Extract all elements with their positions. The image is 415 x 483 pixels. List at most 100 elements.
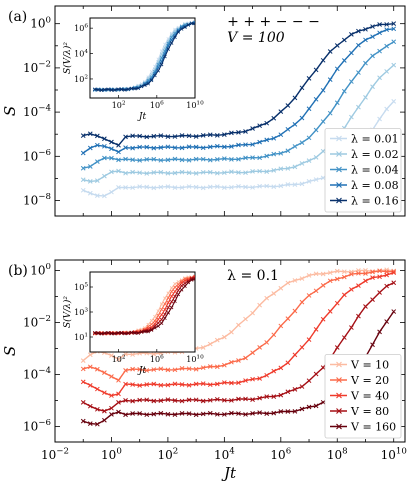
data-point xyxy=(109,146,114,152)
panel-label: (b) xyxy=(8,263,28,279)
data-point xyxy=(200,345,206,350)
data-point xyxy=(109,353,114,358)
data-point xyxy=(236,411,241,416)
inset-data-point xyxy=(156,309,161,313)
data-point xyxy=(222,185,227,190)
y-tick-label: 10−2 xyxy=(23,314,51,329)
data-point xyxy=(151,185,157,191)
data-point xyxy=(292,308,298,314)
inset-data-point xyxy=(123,331,127,336)
inset-x-tick-label: 1010 xyxy=(186,100,204,110)
data-point xyxy=(80,400,86,405)
data-point xyxy=(363,304,368,309)
data-point xyxy=(313,127,319,133)
data-point xyxy=(94,133,100,139)
data-point xyxy=(172,156,178,162)
data-point xyxy=(172,185,178,190)
inset-data-point xyxy=(133,86,137,91)
data-point xyxy=(320,87,326,93)
data-point xyxy=(391,309,397,314)
data-point xyxy=(87,131,93,137)
inset-data-point xyxy=(149,78,154,83)
data-point xyxy=(158,366,164,372)
data-point xyxy=(278,166,284,172)
legend-marker xyxy=(336,408,342,414)
data-point xyxy=(165,367,171,373)
data-point xyxy=(370,34,375,40)
data-point xyxy=(87,364,93,370)
data-point xyxy=(264,183,270,189)
inset-data-point xyxy=(99,88,104,93)
inset-data-point xyxy=(149,318,154,323)
data-point xyxy=(179,366,185,371)
data-point xyxy=(306,135,312,141)
x-tick-label: 100 xyxy=(101,447,122,462)
data-point xyxy=(144,171,150,176)
data-point xyxy=(320,316,326,322)
data-point xyxy=(363,95,368,100)
data-point xyxy=(243,316,248,322)
data-point xyxy=(370,24,375,29)
data-point xyxy=(229,156,234,162)
x-tick-label: 104 xyxy=(214,447,235,462)
data-point xyxy=(102,173,107,179)
data-point xyxy=(123,134,128,140)
data-point xyxy=(207,184,213,190)
inset-data-point xyxy=(189,21,194,26)
data-point xyxy=(327,77,333,82)
y-tick-label: 10−6 xyxy=(23,148,51,163)
data-point xyxy=(214,157,220,162)
legend-label: λ = 0.02 xyxy=(351,148,399,161)
legend-label: λ = 0.01 xyxy=(351,133,399,146)
data-point xyxy=(207,410,213,416)
data-point xyxy=(285,409,291,414)
inset-x-tick-label: 106 xyxy=(150,354,164,364)
data-point xyxy=(87,179,93,184)
data-point xyxy=(80,150,86,156)
data-point xyxy=(179,382,185,387)
data-point xyxy=(250,310,255,316)
inset-x-tick-label: 102 xyxy=(112,354,126,364)
inset-data-point xyxy=(92,87,97,92)
data-point xyxy=(109,169,114,175)
data-point xyxy=(271,410,277,416)
legend-box xyxy=(324,354,402,439)
data-point xyxy=(200,156,206,162)
y-tick-label: 10−6 xyxy=(23,418,51,433)
data-point xyxy=(384,27,390,33)
data-point xyxy=(384,283,390,289)
inset-data-point xyxy=(179,287,184,292)
data-point xyxy=(313,371,319,377)
inset-data-point xyxy=(169,294,174,298)
data-point xyxy=(257,395,262,401)
x-tick-label: 106 xyxy=(270,447,291,462)
data-point xyxy=(94,386,100,392)
legend-marker xyxy=(336,423,342,430)
series-group xyxy=(80,21,397,199)
data-point xyxy=(278,392,284,398)
y-tick-label: 10−4 xyxy=(23,104,52,119)
data-point xyxy=(123,156,128,162)
data-point xyxy=(207,364,213,369)
data-point xyxy=(292,387,298,392)
data-point xyxy=(214,170,220,176)
data-point xyxy=(94,406,100,412)
data-point xyxy=(356,313,361,319)
inset-data-point xyxy=(156,317,161,322)
data-point xyxy=(243,184,248,190)
legend-label: V = 40 xyxy=(350,390,389,403)
inset-data-point xyxy=(156,321,161,325)
data-point xyxy=(222,380,227,385)
legend-label: λ = 0.16 xyxy=(351,195,399,208)
data-point xyxy=(222,132,227,137)
data-point xyxy=(271,151,277,157)
inset-y-tick-label: 103 xyxy=(74,307,88,317)
data-point xyxy=(327,110,333,116)
data-point xyxy=(250,155,255,160)
inset-data-point xyxy=(166,47,171,51)
inset: 102 106 1010 101 103 105 Jt S(V/λ)² xyxy=(62,271,204,376)
data-point xyxy=(391,39,397,45)
data-point xyxy=(320,148,326,154)
data-point xyxy=(271,291,277,296)
